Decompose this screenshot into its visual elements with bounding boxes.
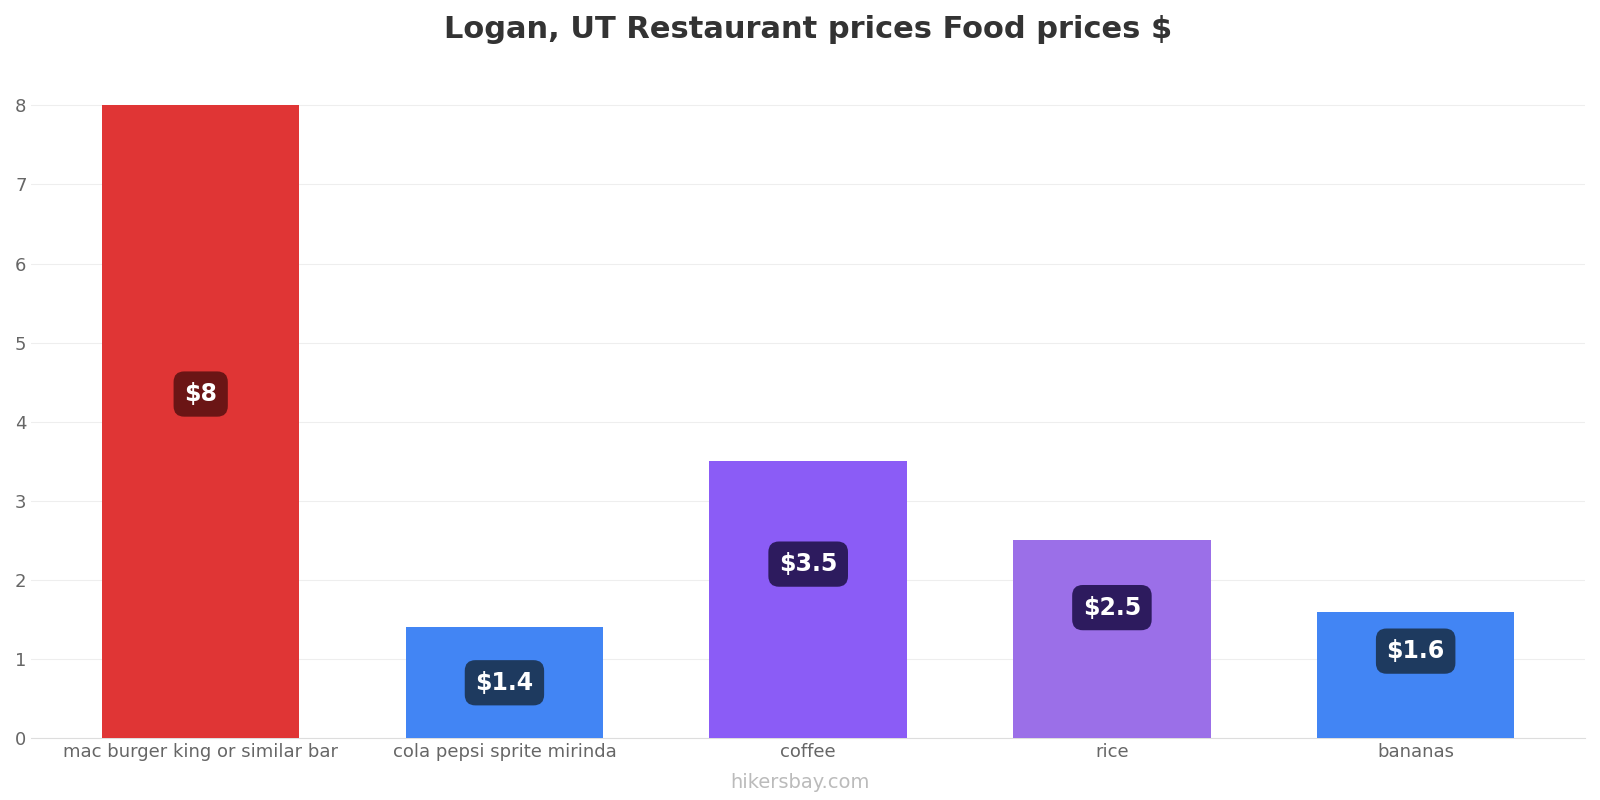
Text: $2.5: $2.5 [1083,596,1141,620]
Bar [709,462,907,738]
Bar [1317,611,1514,738]
Text: $1.6: $1.6 [1387,639,1445,663]
Text: hikersbay.com: hikersbay.com [730,773,870,792]
Bar [406,627,603,738]
Text: $8: $8 [184,382,218,406]
Bar [1013,540,1211,738]
Text: $1.4: $1.4 [475,670,533,694]
Title: Logan, UT Restaurant prices Food prices $: Logan, UT Restaurant prices Food prices … [445,15,1173,44]
Text: $3.5: $3.5 [779,552,837,576]
Bar [102,106,299,738]
